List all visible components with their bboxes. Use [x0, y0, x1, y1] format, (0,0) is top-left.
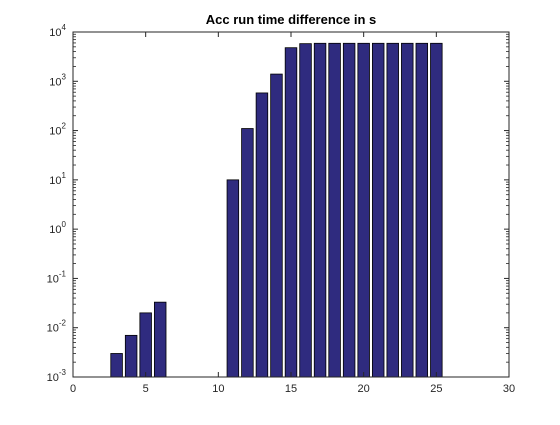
- bar-21: [371, 42, 385, 378]
- bar-14: [270, 73, 283, 378]
- bar-12: [241, 128, 254, 378]
- x-tick-label: 5: [143, 383, 149, 395]
- bar-19: [342, 42, 356, 378]
- y-tick-label: 101: [49, 171, 66, 187]
- bar-13: [255, 92, 269, 378]
- bar-15: [284, 47, 298, 378]
- bar-17: [313, 42, 327, 378]
- x-tick-labels: 0 5 10 15 20 25 30: [70, 383, 515, 395]
- bar-3: [110, 353, 123, 378]
- bar-20: [357, 42, 370, 378]
- bar-23: [401, 42, 414, 378]
- bars-group: [110, 42, 443, 378]
- bar-18: [328, 42, 341, 378]
- bar-5: [139, 312, 152, 378]
- bar-16: [299, 43, 312, 378]
- y-tick-label: 10-3: [47, 368, 67, 384]
- chart-title: Acc run time difference in s: [206, 12, 377, 27]
- bar-4: [124, 334, 138, 378]
- y-tick-label: 104: [49, 23, 66, 39]
- x-tick-label: 15: [285, 383, 297, 395]
- y-tick-label: 10-1: [47, 269, 67, 285]
- x-tick-label: 20: [358, 383, 370, 395]
- bar-6: [153, 301, 167, 378]
- bar-24: [415, 42, 429, 378]
- x-tick-label: 25: [430, 383, 442, 395]
- x-tick-label: 10: [212, 383, 224, 395]
- bar-25: [430, 42, 443, 378]
- y-tick-label: 102: [49, 122, 66, 138]
- x-tick-label: 30: [503, 383, 515, 395]
- y-tick-label: 100: [49, 220, 66, 236]
- bar-11: [226, 179, 240, 378]
- y-tick-label: 10-2: [47, 319, 67, 335]
- y-tick-labels: 10-3 10-2 10-1 100 101 102 103 104: [47, 23, 67, 384]
- bar-22: [386, 42, 399, 378]
- x-tick-label: 0: [70, 383, 76, 395]
- y-tick-label: 103: [49, 72, 66, 88]
- plot-frame: [72, 31, 510, 378]
